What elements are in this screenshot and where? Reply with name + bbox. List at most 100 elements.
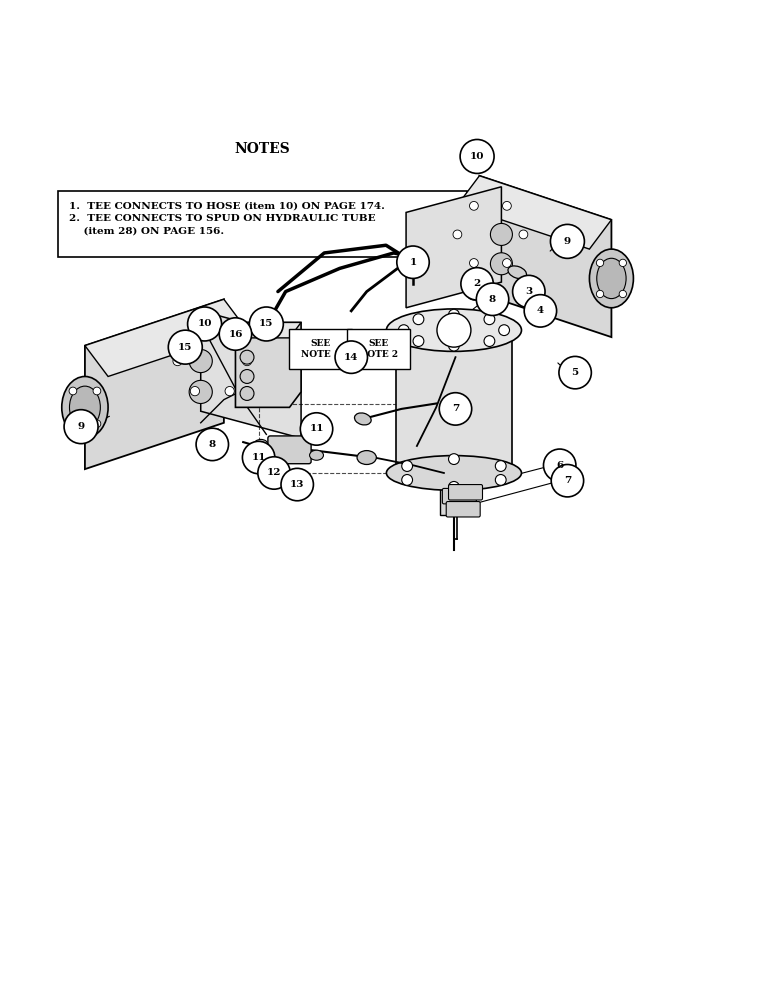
Ellipse shape xyxy=(254,439,268,449)
Circle shape xyxy=(619,259,627,267)
Circle shape xyxy=(189,380,212,404)
Text: SEE
NOTE 1: SEE NOTE 1 xyxy=(301,339,340,359)
Circle shape xyxy=(469,201,479,210)
Text: 7: 7 xyxy=(564,476,571,485)
Text: NOTES: NOTES xyxy=(235,142,290,156)
Circle shape xyxy=(69,420,76,428)
Text: 8: 8 xyxy=(208,440,216,449)
Polygon shape xyxy=(406,187,501,308)
Circle shape xyxy=(476,283,509,315)
Circle shape xyxy=(413,314,424,325)
Text: 11: 11 xyxy=(252,453,266,462)
Circle shape xyxy=(550,224,584,258)
Circle shape xyxy=(281,468,313,501)
Circle shape xyxy=(219,318,252,350)
Circle shape xyxy=(460,139,494,173)
Circle shape xyxy=(596,290,604,298)
FancyBboxPatch shape xyxy=(446,502,480,517)
Circle shape xyxy=(519,230,528,239)
Circle shape xyxy=(503,259,511,267)
Circle shape xyxy=(196,428,229,461)
Text: 2: 2 xyxy=(473,279,481,288)
Text: 11: 11 xyxy=(310,424,323,433)
Circle shape xyxy=(249,307,283,341)
Ellipse shape xyxy=(508,266,527,279)
Circle shape xyxy=(437,313,471,347)
Circle shape xyxy=(173,356,182,366)
Text: 9: 9 xyxy=(564,237,571,246)
Circle shape xyxy=(449,309,459,320)
Text: 14: 14 xyxy=(344,353,358,362)
Text: 1: 1 xyxy=(409,258,417,267)
Ellipse shape xyxy=(386,309,521,351)
Circle shape xyxy=(619,290,627,298)
Circle shape xyxy=(335,341,367,373)
Ellipse shape xyxy=(386,456,521,490)
Circle shape xyxy=(64,410,98,444)
Circle shape xyxy=(398,325,409,336)
Circle shape xyxy=(242,356,252,366)
Circle shape xyxy=(401,461,412,471)
Circle shape xyxy=(225,326,235,336)
FancyBboxPatch shape xyxy=(268,436,311,464)
Circle shape xyxy=(191,326,199,336)
Circle shape xyxy=(397,246,429,278)
Ellipse shape xyxy=(69,386,100,429)
Circle shape xyxy=(93,420,101,428)
FancyBboxPatch shape xyxy=(58,191,467,257)
Circle shape xyxy=(596,259,604,267)
Circle shape xyxy=(484,336,495,346)
Circle shape xyxy=(401,475,412,485)
Circle shape xyxy=(559,356,591,389)
Polygon shape xyxy=(201,311,301,438)
Text: 13: 13 xyxy=(290,480,304,489)
Ellipse shape xyxy=(483,283,497,292)
FancyBboxPatch shape xyxy=(347,329,410,369)
Circle shape xyxy=(413,336,424,346)
Circle shape xyxy=(240,387,254,400)
Text: 1.  TEE CONNECTS TO HOSE (item 10) ON PAGE 174.
2.  TEE CONNECTS TO SPUD ON HYDR: 1. TEE CONNECTS TO HOSE (item 10) ON PAG… xyxy=(69,201,385,235)
FancyBboxPatch shape xyxy=(442,488,476,504)
Circle shape xyxy=(461,268,493,300)
Circle shape xyxy=(225,386,235,396)
Text: 10: 10 xyxy=(470,152,484,161)
Circle shape xyxy=(69,387,76,395)
Circle shape xyxy=(439,393,472,425)
Circle shape xyxy=(242,441,275,474)
Circle shape xyxy=(490,253,513,275)
Text: SEE
NOTE 2: SEE NOTE 2 xyxy=(359,339,398,359)
Text: 6: 6 xyxy=(556,461,564,470)
Polygon shape xyxy=(85,299,247,376)
Circle shape xyxy=(503,201,511,210)
Circle shape xyxy=(168,330,202,364)
Circle shape xyxy=(499,325,510,336)
Circle shape xyxy=(240,370,254,383)
Circle shape xyxy=(524,295,557,327)
Circle shape xyxy=(543,449,576,481)
Circle shape xyxy=(449,340,459,351)
Text: 16: 16 xyxy=(229,330,242,339)
Text: 5: 5 xyxy=(571,368,579,377)
Text: 15: 15 xyxy=(259,319,273,328)
Circle shape xyxy=(190,386,199,396)
Circle shape xyxy=(551,464,584,497)
Text: 10: 10 xyxy=(198,319,212,328)
FancyBboxPatch shape xyxy=(290,329,352,369)
Circle shape xyxy=(469,259,479,267)
Ellipse shape xyxy=(590,249,633,308)
Text: 7: 7 xyxy=(452,404,459,413)
Ellipse shape xyxy=(521,286,537,297)
Polygon shape xyxy=(85,299,224,469)
Circle shape xyxy=(484,314,495,325)
Ellipse shape xyxy=(354,413,371,425)
Circle shape xyxy=(449,454,459,464)
Text: 8: 8 xyxy=(489,295,496,304)
Ellipse shape xyxy=(597,258,626,299)
Circle shape xyxy=(93,387,101,395)
Ellipse shape xyxy=(468,291,482,300)
Polygon shape xyxy=(457,176,611,249)
Text: 12: 12 xyxy=(267,468,281,477)
FancyBboxPatch shape xyxy=(396,326,512,473)
Ellipse shape xyxy=(62,376,108,438)
Text: 9: 9 xyxy=(77,422,85,431)
